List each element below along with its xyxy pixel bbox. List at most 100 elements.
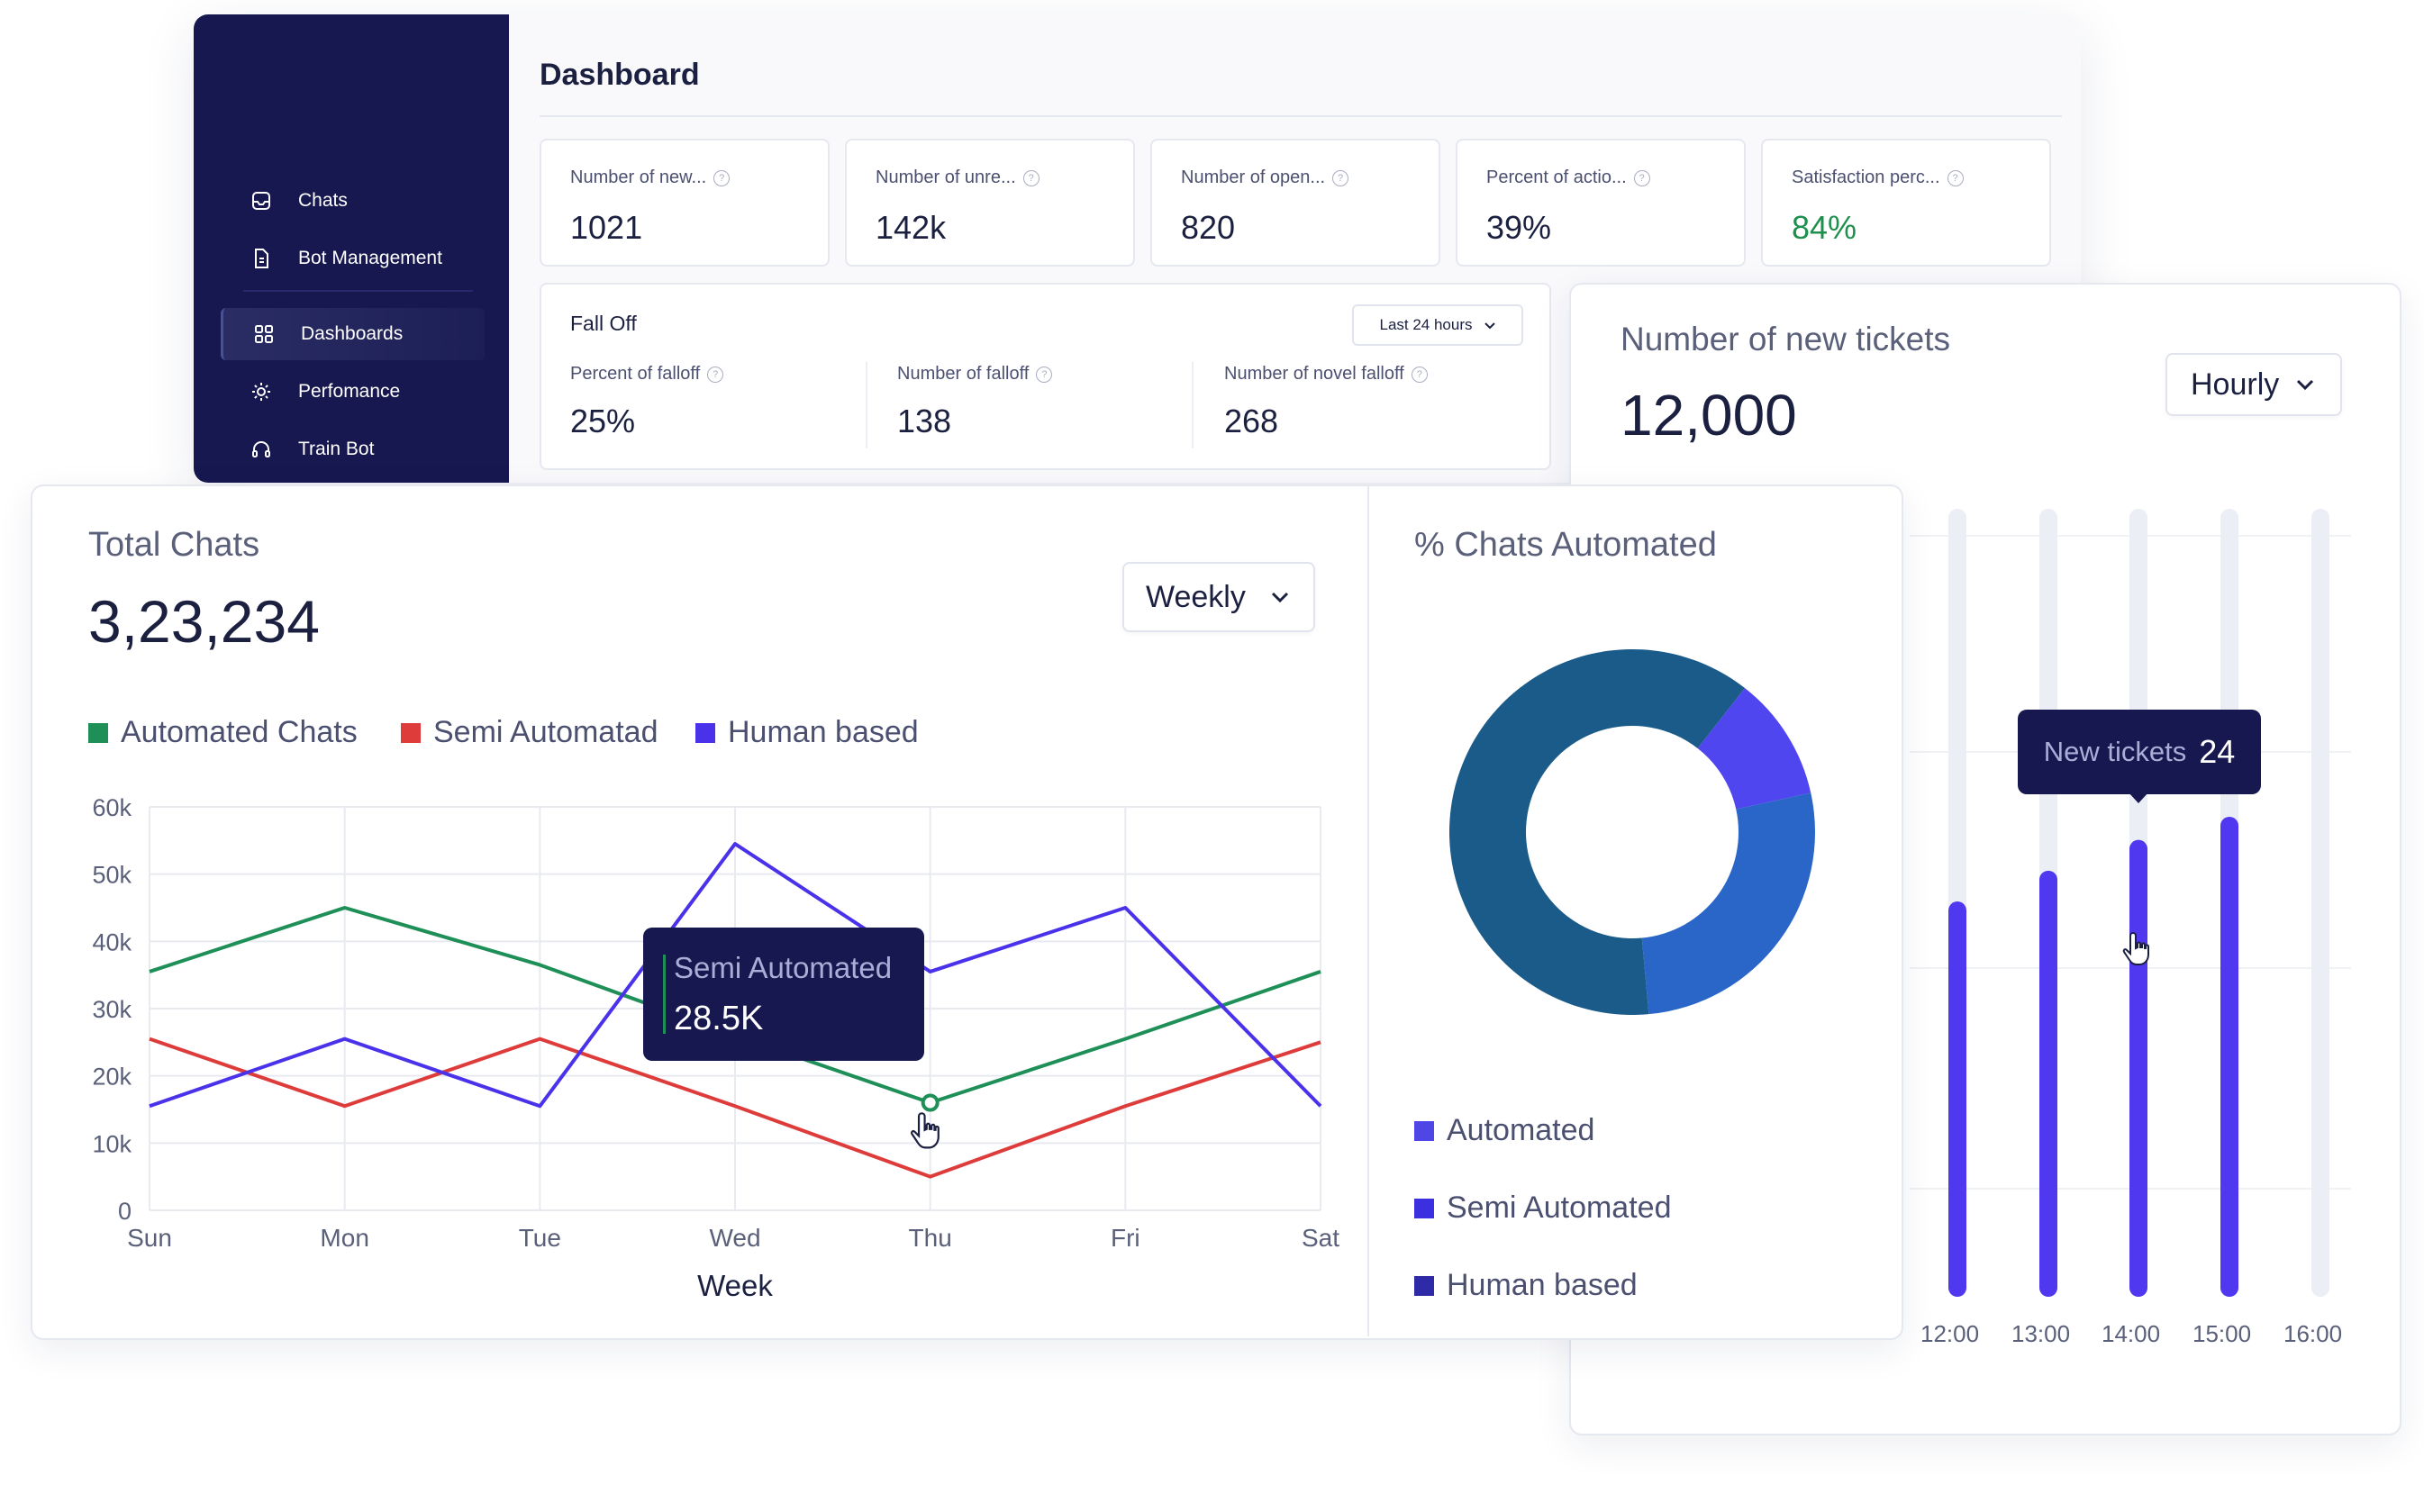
x-tick-label: Fri (1111, 1224, 1140, 1252)
falloff-range-select[interactable]: Last 24 hours (1352, 304, 1523, 346)
divider (1192, 362, 1194, 448)
automated-title: % Chats Automated (1414, 526, 1717, 564)
period-value: Hourly (2191, 367, 2280, 402)
stat-value: 142k (876, 209, 947, 246)
stat-label: Number of unre... (876, 167, 1016, 187)
stat-card-new: Number of new...? 1021 (540, 139, 830, 267)
help-icon[interactable]: ? (1411, 366, 1428, 383)
legend-swatch (1414, 1120, 1434, 1141)
sidebar-item-label: Perfomance (298, 381, 401, 402)
hand-cursor-icon (2122, 929, 2158, 975)
y-tick-label: 60k (92, 794, 132, 821)
tooltip-value: 24 (2199, 733, 2236, 770)
total-period-select[interactable]: Weekly (1122, 562, 1315, 632)
tickets-title: Number of new tickets (1621, 321, 1951, 358)
x-tick-label: Thu (909, 1224, 952, 1252)
x-axis-label: Week (697, 1269, 773, 1302)
title-divider (540, 115, 2062, 117)
hand-cursor-icon (910, 1109, 949, 1159)
help-icon[interactable]: ? (1947, 169, 1964, 186)
headset-icon (248, 436, 275, 463)
chevron-down-icon (2293, 373, 2317, 396)
help-icon[interactable]: ? (707, 366, 724, 383)
page-title: Dashboard (540, 58, 700, 92)
help-icon[interactable]: ? (1022, 169, 1040, 186)
sidebar-item-chats[interactable]: Chats (221, 175, 482, 227)
tickets-tooltip: New tickets 24 (2018, 710, 2261, 794)
stat-value: 39% (1486, 209, 1552, 246)
sidebar-item-bot-management[interactable]: Bot Management (221, 232, 482, 285)
tick-label: 12:00 (1920, 1320, 1980, 1347)
legend-swatch (88, 722, 108, 743)
stat-card-unresolved: Number of unre...? 142k (845, 139, 1135, 267)
sidebar-divider (243, 290, 473, 292)
legend-item: Human based (1414, 1268, 1638, 1303)
falloff-metric: Number of falloff? 138 (897, 364, 1053, 440)
legend-item: Semi Automated (1414, 1191, 1671, 1226)
help-icon[interactable]: ? (1633, 169, 1650, 186)
chevron-down-icon (1484, 319, 1496, 331)
legend-label: Human based (1447, 1268, 1638, 1302)
stat-value: 84% (1792, 209, 1857, 246)
legend-swatch (401, 722, 421, 743)
metric-value: 138 (897, 403, 952, 439)
tooltip-value: 28.5K (674, 1000, 764, 1037)
metric-value: 268 (1224, 403, 1279, 439)
stat-card-satisfaction: Satisfaction perc...? 84% (1761, 139, 2051, 267)
falloff-range-value: Last 24 hours (1379, 316, 1473, 333)
legend-item: Automated Chats (88, 715, 358, 750)
tooltip-pointer (2129, 792, 2148, 803)
stat-label: Satisfaction perc... (1792, 167, 1940, 187)
stat-card-open: Number of open...? 820 (1150, 139, 1440, 267)
inbox-icon (248, 187, 275, 214)
legend-label: Automated (1447, 1113, 1595, 1147)
help-icon[interactable]: ? (713, 169, 731, 186)
tickets-value: 12,000 (1621, 383, 1797, 448)
help-icon[interactable]: ? (1036, 366, 1053, 383)
metric-value: 25% (570, 403, 636, 439)
sidebar-item-train-bot[interactable]: Train Bot (221, 423, 482, 475)
grid-icon (250, 321, 277, 348)
x-tick-label: Sat (1302, 1224, 1339, 1252)
falloff-metric: Percent of falloff? 25% (570, 364, 724, 440)
y-tick-label: 0 (118, 1198, 132, 1225)
total-chats-title: Total Chats (88, 526, 260, 564)
divider (866, 362, 867, 448)
dashboard-window: Chats Bot Management Dashboards Perfoman… (194, 14, 2081, 483)
metric-label: Percent of falloff (570, 364, 701, 384)
stat-label: Percent of actio... (1486, 167, 1627, 187)
series-line (149, 1037, 1321, 1179)
document-icon (248, 245, 275, 272)
highlight-point (921, 1093, 940, 1112)
sidebar-item-performance[interactable]: Perfomance (221, 366, 482, 418)
tick-label: 15:00 (2192, 1320, 2252, 1347)
sun-icon (248, 378, 275, 405)
y-tick-label: 10k (92, 1130, 132, 1157)
legend-label: Semi Automatad (433, 715, 658, 749)
x-tick-label: Tue (519, 1224, 561, 1252)
stat-label: Number of open... (1181, 167, 1326, 187)
sidebar-item-label: Chats (298, 190, 348, 211)
x-tick-label: Wed (709, 1224, 760, 1252)
y-tick-label: 50k (92, 862, 132, 889)
legend-item: Semi Automatad (401, 715, 658, 750)
series-line (149, 842, 1322, 1109)
donut-slice (1641, 792, 1815, 1015)
donut-slice (1448, 648, 1745, 1015)
y-tick-label: 30k (92, 996, 132, 1023)
help-icon[interactable]: ? (1332, 169, 1349, 186)
x-tick-label: Sun (127, 1224, 172, 1252)
sidebar-item-dashboards[interactable]: Dashboards (221, 308, 485, 360)
stat-value: 820 (1181, 209, 1236, 246)
legend-label: Human based (728, 715, 919, 749)
tick-label: 14:00 (2102, 1320, 2161, 1347)
tickets-period-select[interactable]: Hourly (2165, 353, 2342, 416)
tooltip-label: Semi Automated (674, 951, 893, 984)
falloff-metric: Number of novel falloff? 268 (1224, 364, 1428, 440)
stat-label: Number of new... (570, 167, 707, 187)
card-divider (1367, 486, 1369, 1336)
y-tick-label: 20k (92, 1064, 132, 1091)
stat-card-action: Percent of actio...? 39% (1456, 139, 1746, 267)
